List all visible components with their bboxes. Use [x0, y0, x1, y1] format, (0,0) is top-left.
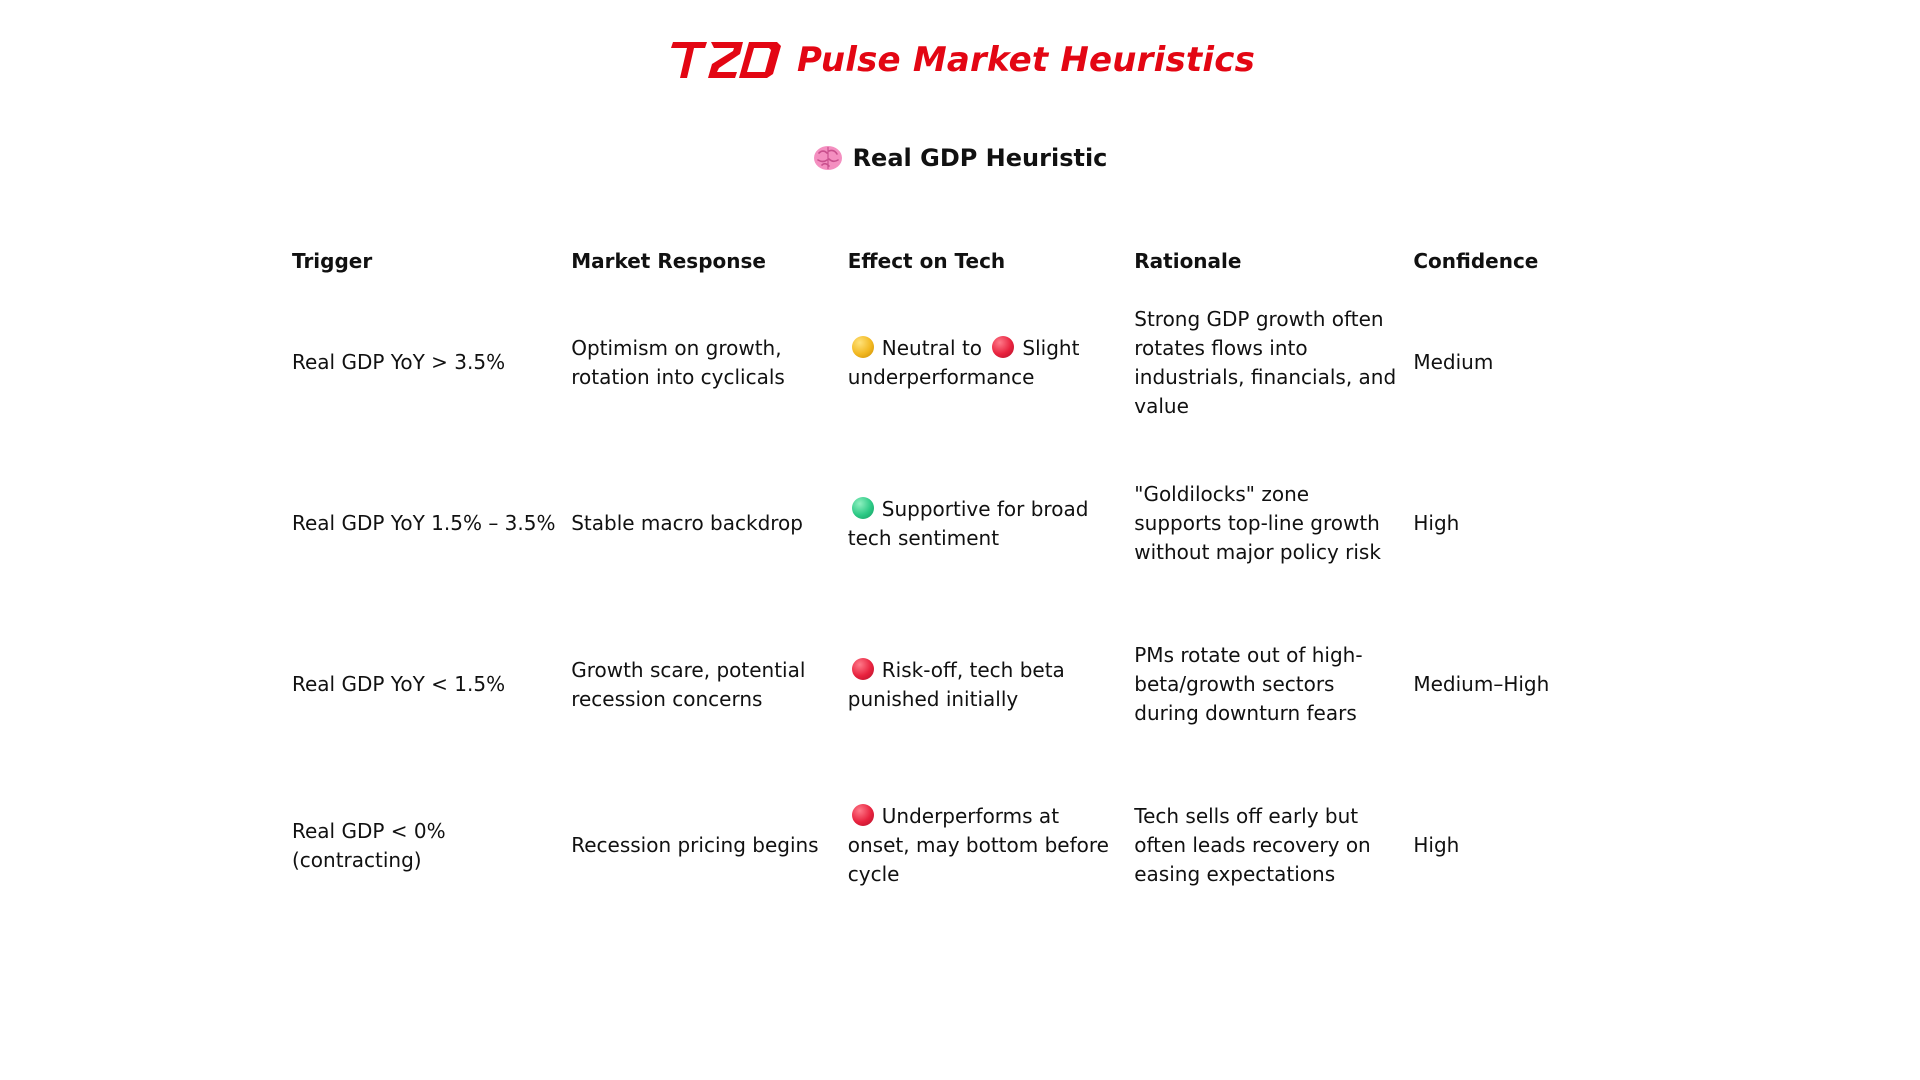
cell-effect-on-tech: Risk-off, tech beta punished initially: [848, 604, 1134, 765]
cell-rationale: PMs rotate out of high-beta/growth secto…: [1134, 643, 1363, 725]
column-header-trigger: Trigger: [292, 248, 373, 273]
effect-text: Risk-off, tech beta punished initially: [847, 657, 1065, 711]
cell-effect-on-tech: Supportive for broad tech sentiment: [848, 443, 1134, 604]
section-title: Real GDP Heuristic: [852, 144, 1108, 172]
cell-effect-on-tech: Neutral to Slight underperformance: [848, 282, 1134, 443]
table-row: Real GDP YoY > 3.5% Optimism on growth, …: [292, 282, 1692, 443]
table-row: Real GDP YoY < 1.5% Growth scare, potent…: [292, 604, 1692, 765]
effect-text: Underperforms at onset, may bottom befor…: [847, 804, 1109, 886]
cell-market-response: Optimism on growth, rotation into cyclic…: [571, 335, 785, 389]
brain-icon: [813, 146, 842, 170]
cell-rationale: "Goldilocks" zone supports top-line grow…: [1134, 482, 1381, 564]
brand-title: Pulse Market Heuristics: [796, 40, 1256, 80]
cell-confidence: Medium: [1413, 350, 1494, 374]
column-header-market-response: Market Response: [571, 248, 766, 273]
cell-confidence: High: [1413, 511, 1460, 535]
cell-effect-on-tech: Underperforms at onset, may bottom befor…: [848, 765, 1134, 926]
column-header-confidence: Confidence: [1413, 248, 1539, 273]
table-row: Real GDP YoY 1.5% – 3.5% Stable macro ba…: [292, 443, 1692, 604]
yellow-circle-icon: [851, 335, 874, 358]
column-header-rationale: Rationale: [1134, 248, 1242, 273]
heuristic-table: Trigger Market Response Effect on Tech R…: [292, 240, 1692, 926]
green-circle-icon: [851, 496, 874, 519]
cell-trigger: Real GDP YoY 1.5% – 3.5%: [292, 511, 556, 535]
cell-market-response: Recession pricing begins: [571, 833, 819, 857]
cell-confidence: Medium–High: [1413, 672, 1550, 696]
cell-market-response: Stable macro backdrop: [571, 511, 803, 535]
section-heading: Real GDP Heuristic: [0, 144, 1920, 172]
effect-text: Supportive for broad tech sentiment: [847, 496, 1089, 550]
red-circle-icon: [851, 804, 874, 826]
cell-confidence: High: [1413, 833, 1460, 857]
table-header-row: Trigger Market Response Effect on Tech R…: [292, 240, 1692, 282]
table-row: Real GDP < 0% (contracting) Recession pr…: [292, 765, 1692, 926]
effect-text-secondary: Slight underperformance: [847, 335, 1080, 389]
cell-trigger: Real GDP YoY < 1.5%: [292, 672, 506, 696]
effect-text: Neutral to: [881, 335, 983, 360]
cell-market-response: Growth scare, potential recession concer…: [571, 657, 806, 711]
brand-header: Pulse Market Heuristics: [0, 38, 1920, 82]
red-circle-icon: [851, 657, 874, 680]
cell-trigger: Real GDP YoY > 3.5%: [292, 350, 506, 374]
cell-rationale: Strong GDP growth often rotates flows in…: [1134, 306, 1397, 418]
cell-rationale: Tech sells off early but often leads rec…: [1134, 804, 1371, 886]
red-circle-icon: [992, 335, 1015, 358]
t2d-logo: [670, 42, 781, 78]
cell-trigger: Real GDP < 0% (contracting): [292, 818, 446, 872]
column-header-effect-on-tech: Effect on Tech: [847, 248, 1006, 273]
